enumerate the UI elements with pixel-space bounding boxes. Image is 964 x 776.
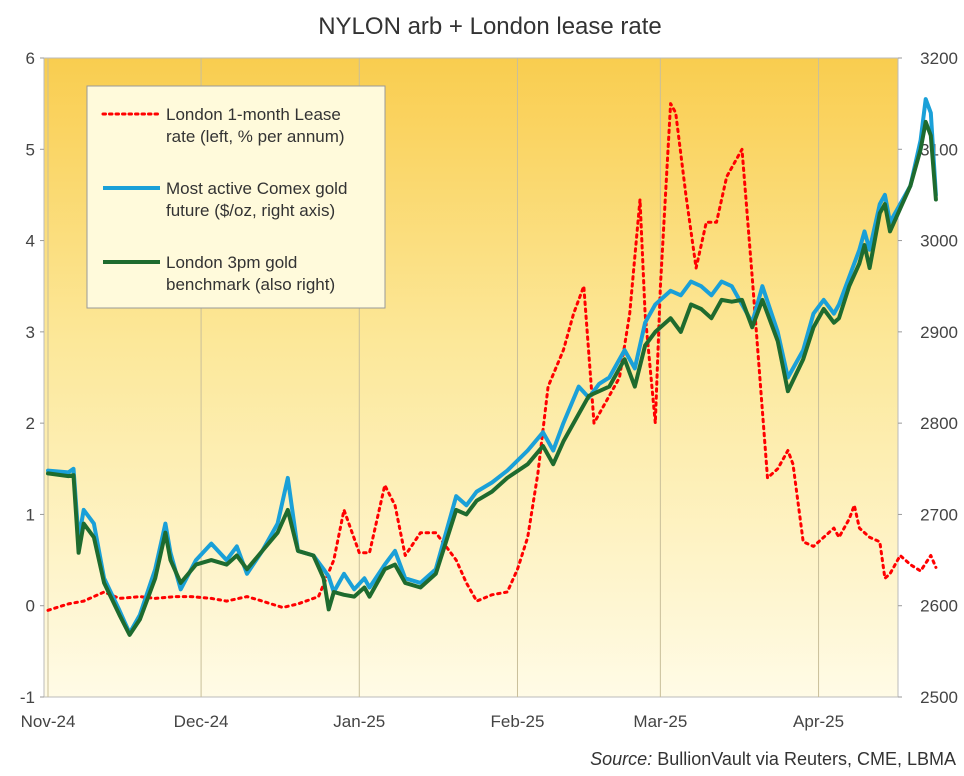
x-tick-label-0: Nov-24 [21, 712, 76, 731]
legend-lease-line1: London 1-month Lease [166, 105, 341, 124]
legend-box [86, 85, 386, 309]
right-tick-label-0: 2500 [920, 688, 958, 707]
right-tick-label-5: 3000 [920, 232, 958, 251]
right-tick-label-6: 3100 [920, 140, 958, 159]
source-text: BullionVault via Reuters, CME, LBMA [652, 749, 956, 769]
left-tick-label-6: 5 [26, 140, 35, 159]
legend: London 1-month Lease rate (left, % per a… [86, 85, 386, 309]
legend-london-line1: London 3pm gold [166, 253, 297, 272]
right-tick-label-3: 2800 [920, 414, 958, 433]
right-tick-label-2: 2700 [920, 505, 958, 524]
legend-london-line2: benchmark (also right) [166, 275, 335, 294]
left-y-axis: -1 0 1 2 3 4 5 6 [20, 49, 44, 707]
left-tick-label-5: 4 [26, 232, 35, 251]
left-tick-label-2: 1 [26, 505, 35, 524]
left-tick-label-1: 0 [26, 597, 35, 616]
left-tick-label-4: 3 [26, 323, 35, 342]
right-y-axis: 2500 2600 2700 2800 2900 3000 3100 3200 [898, 49, 958, 707]
right-tick-label-4: 2900 [920, 323, 958, 342]
left-tick-label-0: -1 [20, 688, 35, 707]
left-tick-label-7: 6 [26, 49, 35, 68]
x-tick-label-1: Dec-24 [174, 712, 229, 731]
legend-lease-line2: rate (left, % per annum) [166, 127, 345, 146]
x-axis: Nov-24 Dec-24 Jan-25 Feb-25 Mar-25 Apr-25 [21, 712, 844, 731]
source-label: Source: [590, 749, 652, 769]
left-tick-label-3: 2 [26, 414, 35, 433]
series-line-0 [46, 102, 938, 612]
right-tick-label-7: 3200 [920, 49, 958, 68]
x-tick-label-4: Mar-25 [633, 712, 687, 731]
x-tick-label-5: Apr-25 [793, 712, 844, 731]
series-line-2 [46, 119, 938, 637]
chart-title: NYLON arb + London lease rate [318, 13, 662, 40]
right-tick-label-1: 2600 [920, 597, 958, 616]
x-tick-label-2: Jan-25 [333, 712, 385, 731]
series-lines [46, 97, 938, 637]
legend-comex-line1: Most active Comex gold [166, 179, 347, 198]
legend-comex-line2: future ($/oz, right axis) [166, 201, 335, 220]
source-note: Source: BullionVault via Reuters, CME, L… [590, 749, 956, 769]
x-tick-label-3: Feb-25 [491, 712, 545, 731]
